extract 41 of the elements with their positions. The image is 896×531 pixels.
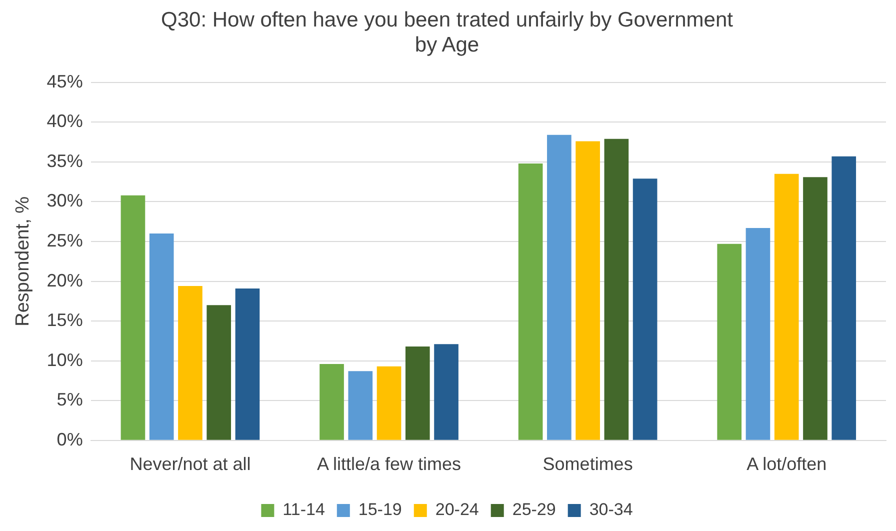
y-tick-label: 0% — [56, 429, 83, 450]
bar — [120, 195, 146, 440]
bar — [774, 174, 799, 440]
x-tick-label: Sometimes — [542, 454, 633, 474]
bar — [547, 134, 572, 440]
bar — [632, 178, 658, 440]
chart-title: Q30: How often have you been trated unfairly by Government by Age — [161, 8, 734, 57]
bar — [235, 288, 260, 440]
bar — [348, 371, 373, 440]
bar — [320, 364, 344, 440]
y-tick-label: 35% — [46, 150, 83, 171]
legend-label: 30-34 — [589, 500, 633, 520]
x-tick-label: Never/not at all — [130, 454, 251, 474]
bar — [717, 244, 742, 440]
bar — [832, 156, 856, 440]
y-tick-label: 45% — [46, 71, 83, 92]
legend-label: 25-29 — [512, 500, 556, 520]
legend-label: 20-24 — [435, 500, 479, 520]
bar — [434, 344, 458, 440]
y-tick-label: 15% — [46, 310, 83, 330]
bar — [746, 228, 770, 440]
bar — [376, 366, 402, 440]
y-axis-title: Respondent, % — [12, 196, 34, 326]
bar — [518, 164, 543, 440]
bar — [604, 138, 629, 440]
y-tick-label: 25% — [46, 230, 83, 250]
legend-label: 11-14 — [282, 500, 325, 520]
bar — [576, 141, 600, 440]
bar — [178, 286, 202, 440]
y-tick-label: 30% — [46, 190, 83, 211]
y-tick-label: 20% — [46, 270, 83, 290]
bar — [803, 177, 828, 440]
bar — [206, 305, 232, 440]
y-tick-label: 10% — [46, 350, 83, 370]
y-tick-label: 5% — [56, 390, 83, 410]
bar — [405, 346, 430, 440]
x-tick-label: A little/a few times — [316, 454, 462, 474]
x-tick-label: A lot/often — [746, 454, 827, 474]
y-tick-label: 40% — [46, 111, 83, 132]
legend-label: 15-19 — [358, 500, 402, 520]
bar — [149, 234, 174, 440]
